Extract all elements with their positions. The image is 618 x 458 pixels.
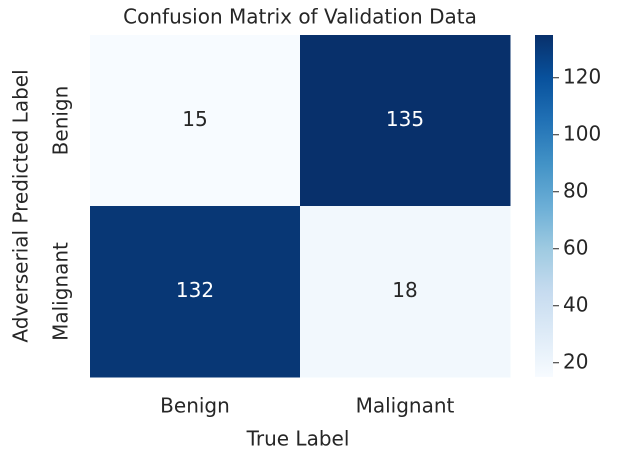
y-tick-label: Benign xyxy=(49,86,73,156)
cell-label: 132 xyxy=(176,278,214,302)
colorbar-tick-label: 40 xyxy=(563,292,588,316)
y-axis-label: Adverserial Predicted Label xyxy=(9,69,33,342)
cell-label: 18 xyxy=(392,278,417,302)
colorbar xyxy=(535,35,553,377)
y-tick-label: Malignant xyxy=(49,242,73,341)
cell-label: 135 xyxy=(386,107,424,131)
heatmap-cell xyxy=(90,206,301,378)
x-tick-label: Malignant xyxy=(356,394,455,418)
x-axis-label: True Label xyxy=(246,427,350,451)
x-tick-label: Benign xyxy=(160,394,230,418)
colorbar-tick-label: 60 xyxy=(563,235,588,259)
colorbar-tick-label: 120 xyxy=(563,64,601,88)
cell-label: 15 xyxy=(182,107,207,131)
heatmap-cell xyxy=(90,35,301,207)
heatmap-cell xyxy=(300,206,511,378)
heatmap-cell xyxy=(300,35,511,207)
colorbar-tick-label: 100 xyxy=(563,121,601,145)
chart-title: Confusion Matrix of Validation Data xyxy=(123,5,477,29)
colorbar-tick-label: 20 xyxy=(563,349,588,373)
colorbar-tick-label: 80 xyxy=(563,178,588,202)
